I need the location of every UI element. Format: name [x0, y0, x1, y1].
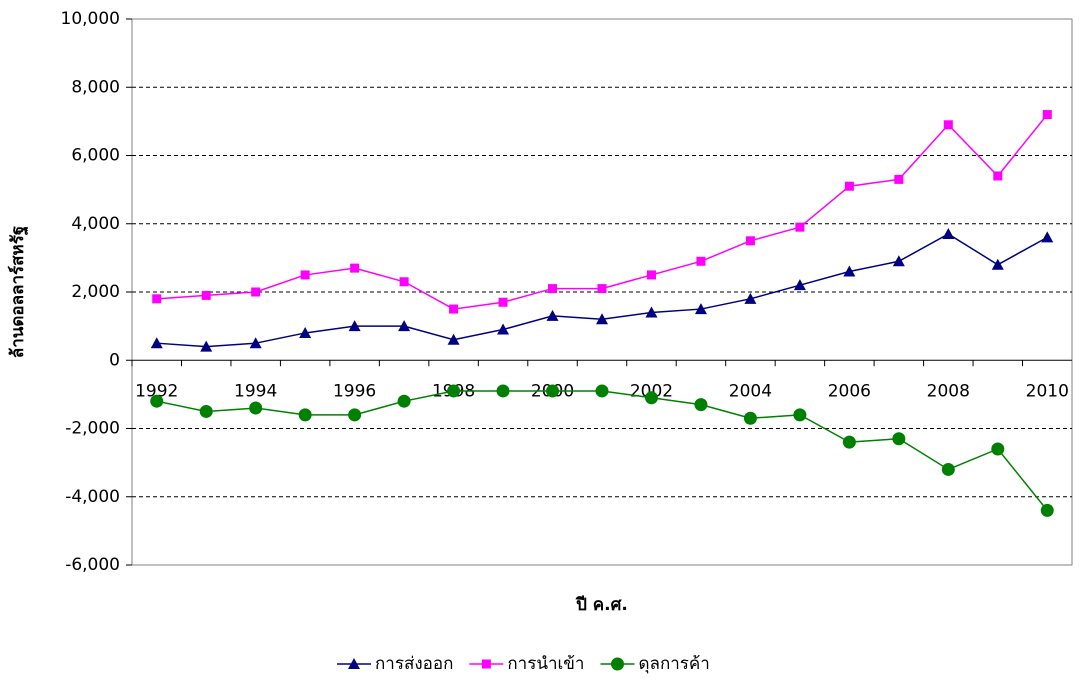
data-point: [199, 404, 213, 418]
series-line: [156, 390, 1048, 511]
legend-label: ดุลการค้า: [638, 654, 709, 674]
data-point: [398, 320, 411, 332]
data-point: [348, 408, 362, 422]
x-tick-label: 2006: [828, 381, 871, 401]
data-point: [745, 236, 755, 246]
data-point: [447, 384, 461, 398]
data-point: [843, 265, 856, 277]
data-point: [249, 401, 263, 415]
x-tick-label: 2010: [1026, 381, 1069, 401]
data-point: [350, 263, 360, 273]
data-point: [300, 270, 310, 280]
legend-marker: [481, 659, 491, 669]
y-tick-label: 4,000: [71, 214, 120, 234]
data-point: [892, 255, 905, 267]
data-point: [498, 297, 508, 307]
data-point: [943, 120, 953, 130]
data-point: [595, 384, 609, 398]
data-point: [496, 384, 510, 398]
legend-marker: [610, 657, 624, 671]
y-tick-label: 10,000: [61, 9, 120, 29]
x-tick-label: 1994: [234, 381, 277, 401]
data-point: [348, 320, 361, 332]
data-point: [201, 290, 211, 300]
data-point: [200, 340, 213, 352]
data-point: [150, 337, 163, 349]
data-point: [548, 284, 558, 294]
data-point: [644, 391, 658, 405]
data-point: [743, 411, 757, 425]
data-point: [298, 408, 312, 422]
y-tick-label: 6,000: [71, 146, 120, 166]
data-point: [844, 181, 854, 191]
data-point: [251, 287, 261, 297]
data-point: [696, 256, 706, 266]
data-point: [694, 398, 708, 412]
legend-label: การนำเข้า: [507, 654, 584, 674]
data-point: [597, 284, 607, 294]
y-tick-label: 2,000: [71, 282, 120, 302]
data-point: [1040, 503, 1054, 517]
x-axis-title: ปี ค.ศ.: [575, 594, 628, 615]
data-point: [546, 384, 560, 398]
y-tick-label: 0: [109, 350, 120, 370]
data-point: [894, 174, 904, 184]
data-point: [596, 313, 608, 325]
data-point: [744, 292, 757, 304]
data-point: [399, 277, 409, 287]
data-point: [993, 171, 1003, 181]
data-point: [397, 394, 411, 408]
data-point: [152, 294, 162, 304]
data-point: [941, 462, 955, 476]
data-point: [892, 432, 906, 446]
data-point: [793, 408, 807, 422]
legend-marker: [348, 658, 360, 669]
data-point: [793, 279, 806, 291]
legend-label: การส่งออก: [375, 654, 453, 674]
x-tick-label: 2004: [729, 381, 772, 401]
x-tick-label: 2008: [927, 381, 970, 401]
y-axis-title: ล้านดอลลาร์สหรัฐ: [7, 226, 29, 358]
y-tick-label: -6,000: [65, 555, 120, 575]
x-tick-label: 1996: [333, 381, 376, 401]
data-point: [646, 270, 656, 280]
data-point: [150, 394, 164, 408]
y-tick-label: -4,000: [65, 487, 120, 507]
data-point: [299, 326, 312, 338]
data-point: [991, 258, 1004, 270]
data-point: [645, 306, 658, 318]
series-line: [156, 114, 1048, 310]
data-point: [249, 337, 262, 349]
data-point: [991, 442, 1005, 456]
data-point: [497, 323, 510, 335]
data-point: [1042, 110, 1052, 120]
y-tick-label: 8,000: [71, 77, 120, 97]
data-point: [449, 304, 459, 314]
data-point: [795, 222, 805, 232]
data-point: [1041, 231, 1054, 243]
x-tick-label: 1992: [135, 381, 178, 401]
data-point: [942, 227, 955, 239]
data-point: [546, 309, 559, 321]
y-tick-label: -2,000: [65, 419, 120, 439]
data-point: [447, 333, 460, 345]
data-point: [842, 435, 856, 449]
data-point: [694, 303, 707, 315]
